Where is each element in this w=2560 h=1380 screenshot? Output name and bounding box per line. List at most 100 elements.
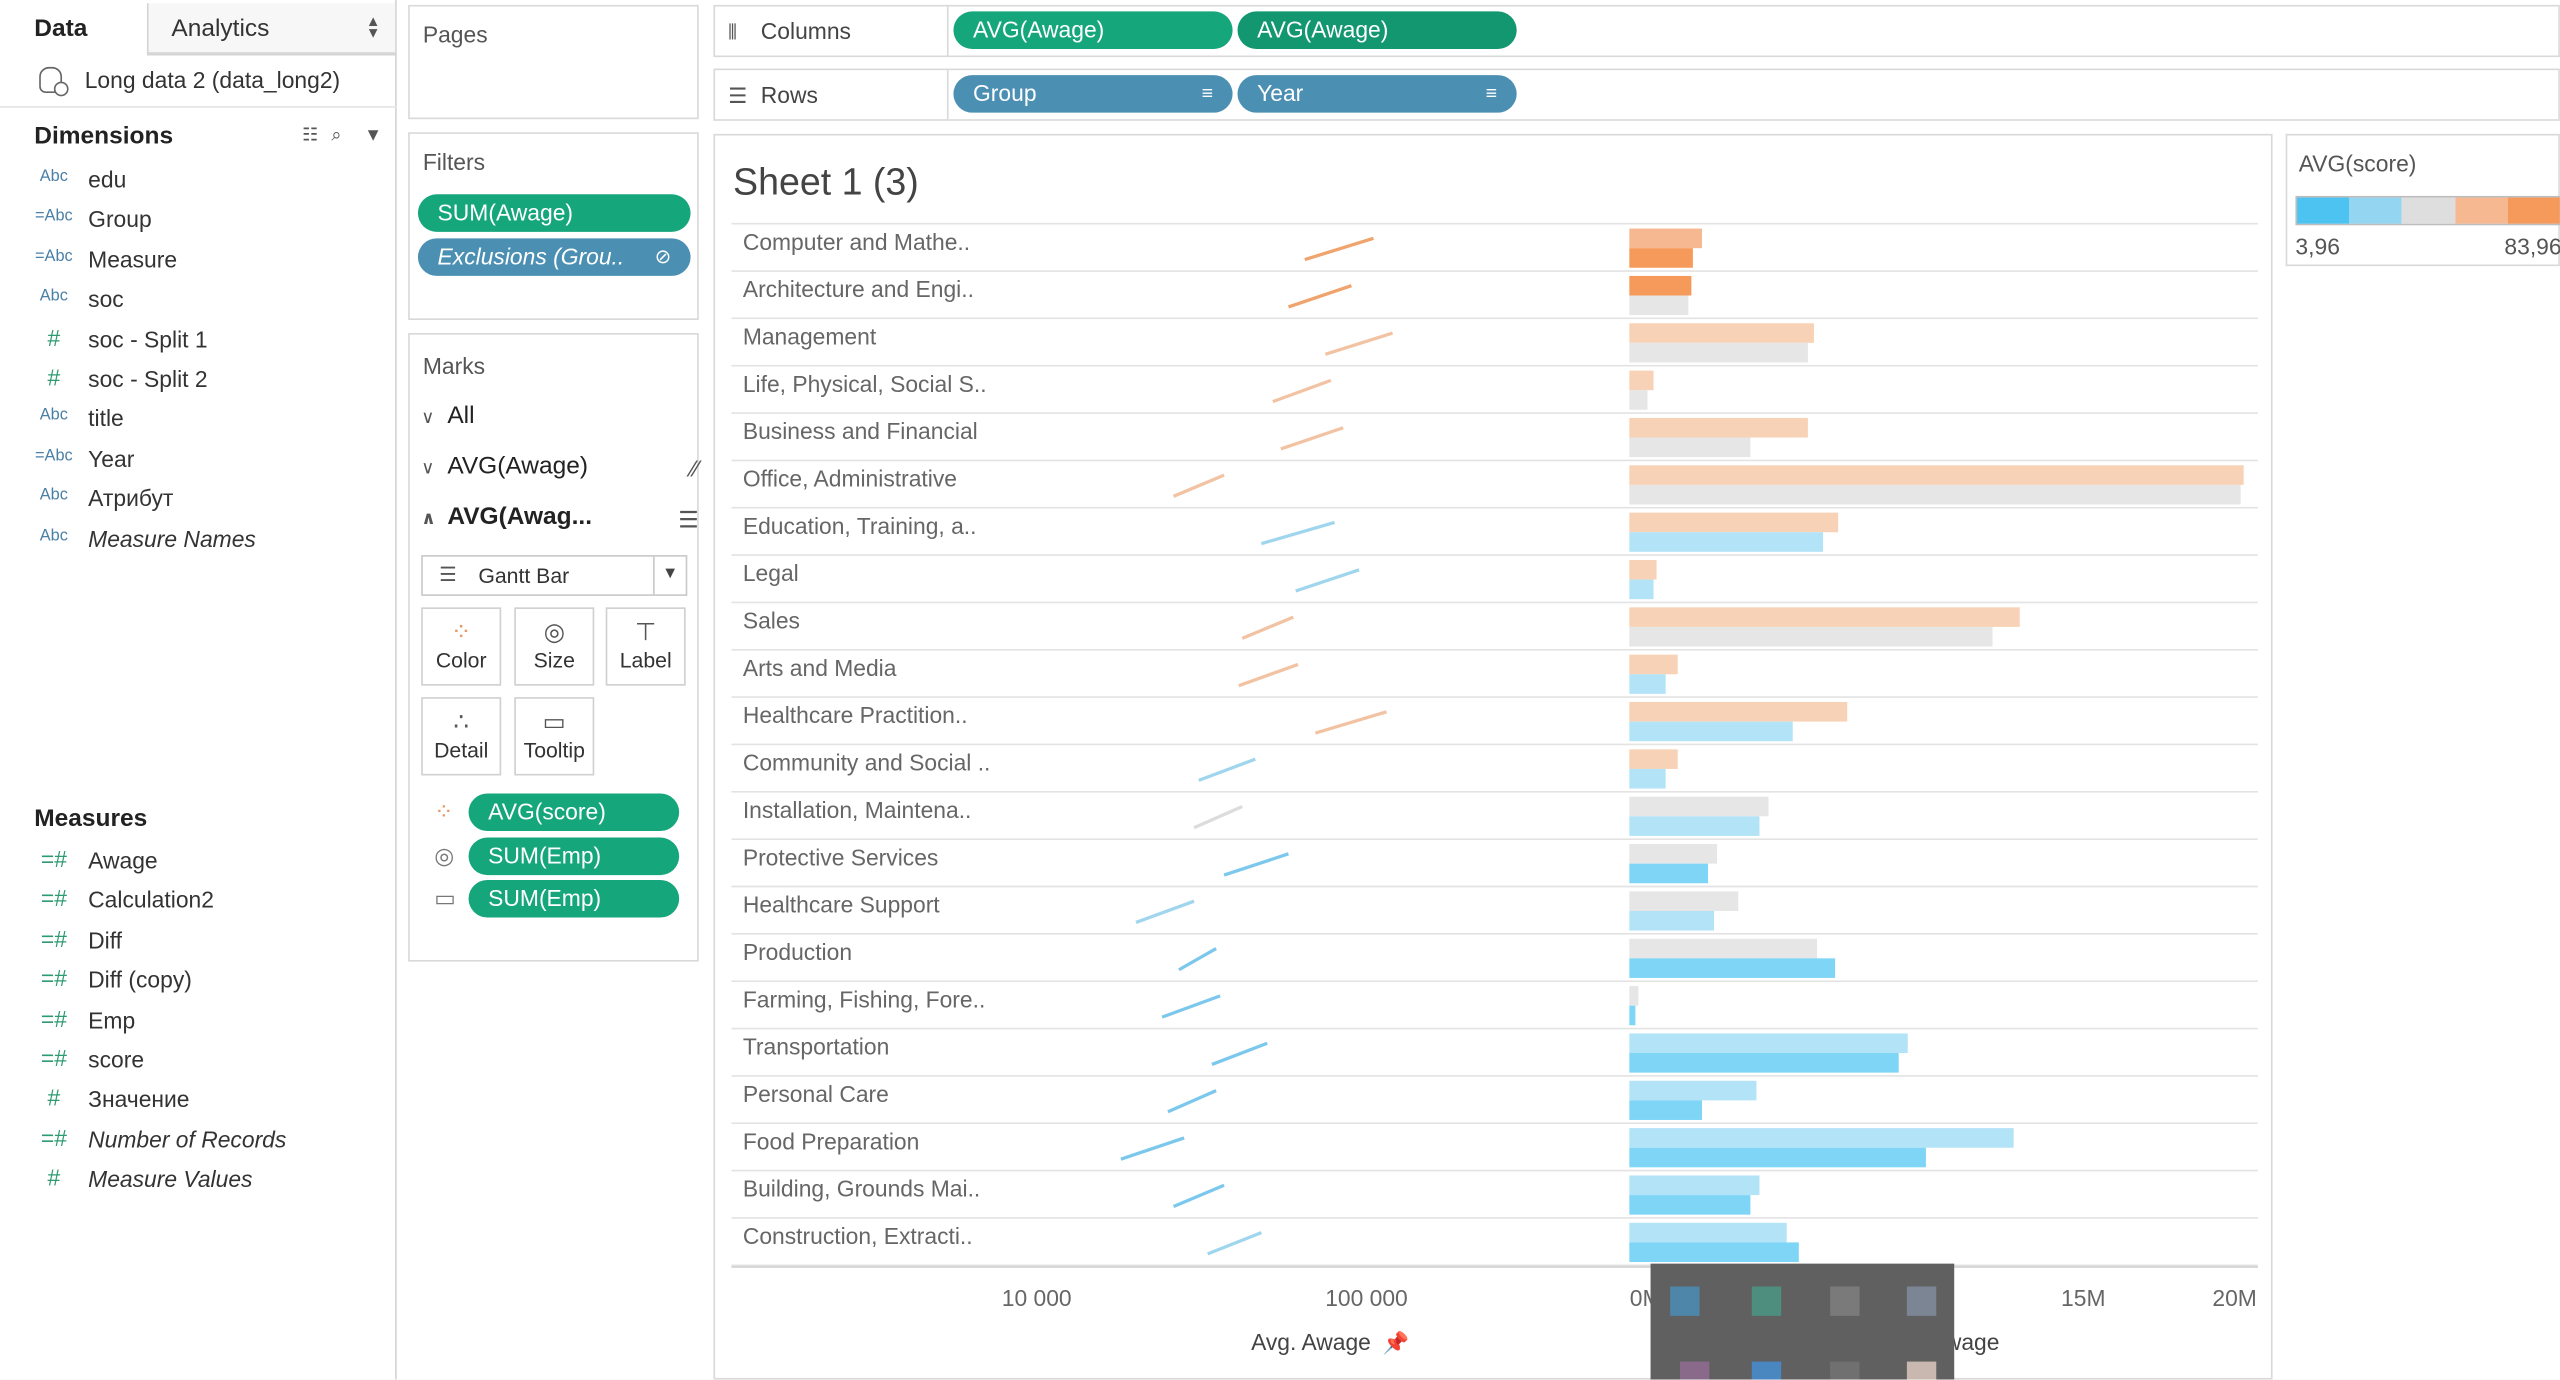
category-label: Construction, Extracti.. [743,1223,973,1249]
rows-icon: ☰ [728,83,748,108]
dimension-field[interactable]: # soc - Split 2 [0,362,397,401]
filter-pill-exclusions[interactable]: Exclusions (Grou.. ⊘ [417,238,691,276]
measure-field[interactable]: =# Diff (copy) [0,964,397,1003]
slope-line [1280,426,1344,451]
columns-label-text: Columns [760,17,851,45]
bar-top [1629,228,1702,249]
marks-row-all-label: All [447,401,475,430]
slope-line [1304,236,1374,262]
measure-field[interactable]: =# Number of Records [0,1123,397,1162]
measure-field[interactable]: =# Calculation2 [0,884,397,923]
dimension-field[interactable]: Abc soc [0,283,397,322]
columns-pill-avg-awage-2[interactable]: AVG(Awage) [1237,11,1517,49]
dropdown-arrow-icon[interactable]: ▼ [364,125,383,146]
dimension-field-name: Measure [88,246,178,273]
dimension-type-icon: Abc [39,526,68,545]
marks-pill-sum-emp-tooltip[interactable]: SUM(Emp) [468,879,680,918]
legend-min: 3,96 [2295,233,2340,260]
legend-swatch [2507,197,2560,224]
dimension-field[interactable]: =Abc Group [0,203,397,242]
slope-line [1324,331,1394,356]
bar-bottom [1629,532,1824,552]
category-label: Management [743,323,877,349]
color-button[interactable]: ⁘ Color [421,607,502,686]
dimension-field[interactable]: Abc edu [0,163,397,202]
dimension-field[interactable]: =Abc Measure [0,243,397,282]
marks-pill-avg-score[interactable]: AVG(score) [468,793,680,831]
dimension-field[interactable]: Abc Атрибут [0,482,397,521]
tab-analytics[interactable]: Analytics ▲ ▼ [146,3,396,54]
pixelated-overlay [1650,1263,1955,1380]
measure-field-name: Calculation2 [88,887,214,914]
search-icon[interactable]: ⌕ [331,125,342,146]
measure-field[interactable]: =# Diff [0,924,397,963]
measure-field-name: Number of Records [88,1126,287,1153]
label-button-label: Label [619,648,672,673]
color-legend[interactable]: AVG(score) 3,96 83,96 [2285,133,2560,267]
bar-bottom [1629,910,1715,931]
category-label: Architecture and Engi.. [743,276,974,302]
slope-line [1161,994,1221,1019]
marks-row-all[interactable]: ∨ All [421,402,699,448]
label-button[interactable]: ⊤ Label [605,607,686,686]
measure-field[interactable]: # Measure Values [0,1163,397,1202]
bar-top [1629,1033,1908,1054]
rows-pill-year[interactable]: Year ≡ [1237,75,1517,113]
line-mark-icon: ⁄⁄ [691,455,699,482]
measure-field[interactable]: =# score [0,1043,397,1082]
datasource-item[interactable]: Long data 2 (data_long2) [0,56,397,108]
link-icon: ⊘ [654,244,671,268]
filters-title: Filters [422,148,486,175]
columns-pill-avg-awage-1[interactable]: AVG(Awage) [953,11,1233,49]
pages-card[interactable]: Pages [408,4,699,120]
legend-swatch [2454,197,2508,224]
size-icon: ◎ [434,842,455,869]
dimension-field-name: soc [88,286,124,313]
bar-top [1629,1222,1787,1243]
measure-field[interactable]: # Значение [0,1083,397,1122]
dimension-field[interactable]: Abc Measure Names [0,522,397,561]
dimension-field[interactable]: # soc - Split 1 [0,323,397,362]
bar-bottom [1629,626,1993,647]
dimension-field[interactable]: =Abc Year [0,442,397,481]
tab-data[interactable]: Data [0,0,147,56]
overlay-tile [1751,1286,1782,1316]
slope-line [1120,1136,1185,1161]
category-label: Production [743,939,852,965]
overlay-tile [1830,1361,1860,1380]
slope-line [1178,947,1217,972]
category-label: Healthcare Practition.. [743,702,968,728]
list-view-icon[interactable]: ☷ [302,125,319,146]
pin-icon: 📌 [1383,1330,1409,1356]
category-label: Life, Physical, Social S.. [743,371,987,397]
marks-row-avg-awage-gantt[interactable]: ∧ AVG(Awag... ☰ [421,503,699,549]
category-label: Legal [743,560,799,586]
slope-line [1198,757,1256,782]
marks-row-avg-awage-line[interactable]: ∨ AVG(Awage) ⁄⁄ [421,452,699,498]
detail-button[interactable]: ∴ Detail [421,697,502,776]
gantt-mark-icon: ☰ [678,506,699,533]
slope-line [1167,1089,1217,1114]
measure-type-icon: =# [40,845,67,872]
rows-pill-group[interactable]: Group ≡ [953,75,1233,113]
bar-bottom [1629,484,2241,505]
bar-top [1629,1175,1760,1196]
mark-type-select[interactable]: ☰ Gantt Bar ▼ [421,555,688,596]
size-button[interactable]: ◎ Size [514,607,595,686]
marks-pill-sum-emp-size[interactable]: SUM(Emp) [468,837,680,876]
sheet-title: Sheet 1 (3) [733,159,919,203]
bar-bottom [1629,295,1689,316]
chevron-down-icon: ∨ [421,408,435,428]
dimension-field[interactable]: Abc title [0,402,397,441]
dimension-type-icon: # [47,364,61,391]
bar-bottom [1629,1147,1926,1168]
measure-field[interactable]: =# Emp [0,1003,397,1042]
category-label: Education, Training, a.. [743,513,977,539]
mark-type-value: Gantt Bar [478,563,570,588]
tooltip-button[interactable]: ▭ Tooltip [514,697,595,776]
measure-field[interactable]: =# Awage [0,844,397,883]
filter-pill-sum-awage[interactable]: SUM(Awage) [417,194,691,232]
legend-swatch [2349,197,2403,224]
dimension-type-icon: =Abc [35,247,73,266]
label-t-icon: ⊤ [635,618,657,647]
